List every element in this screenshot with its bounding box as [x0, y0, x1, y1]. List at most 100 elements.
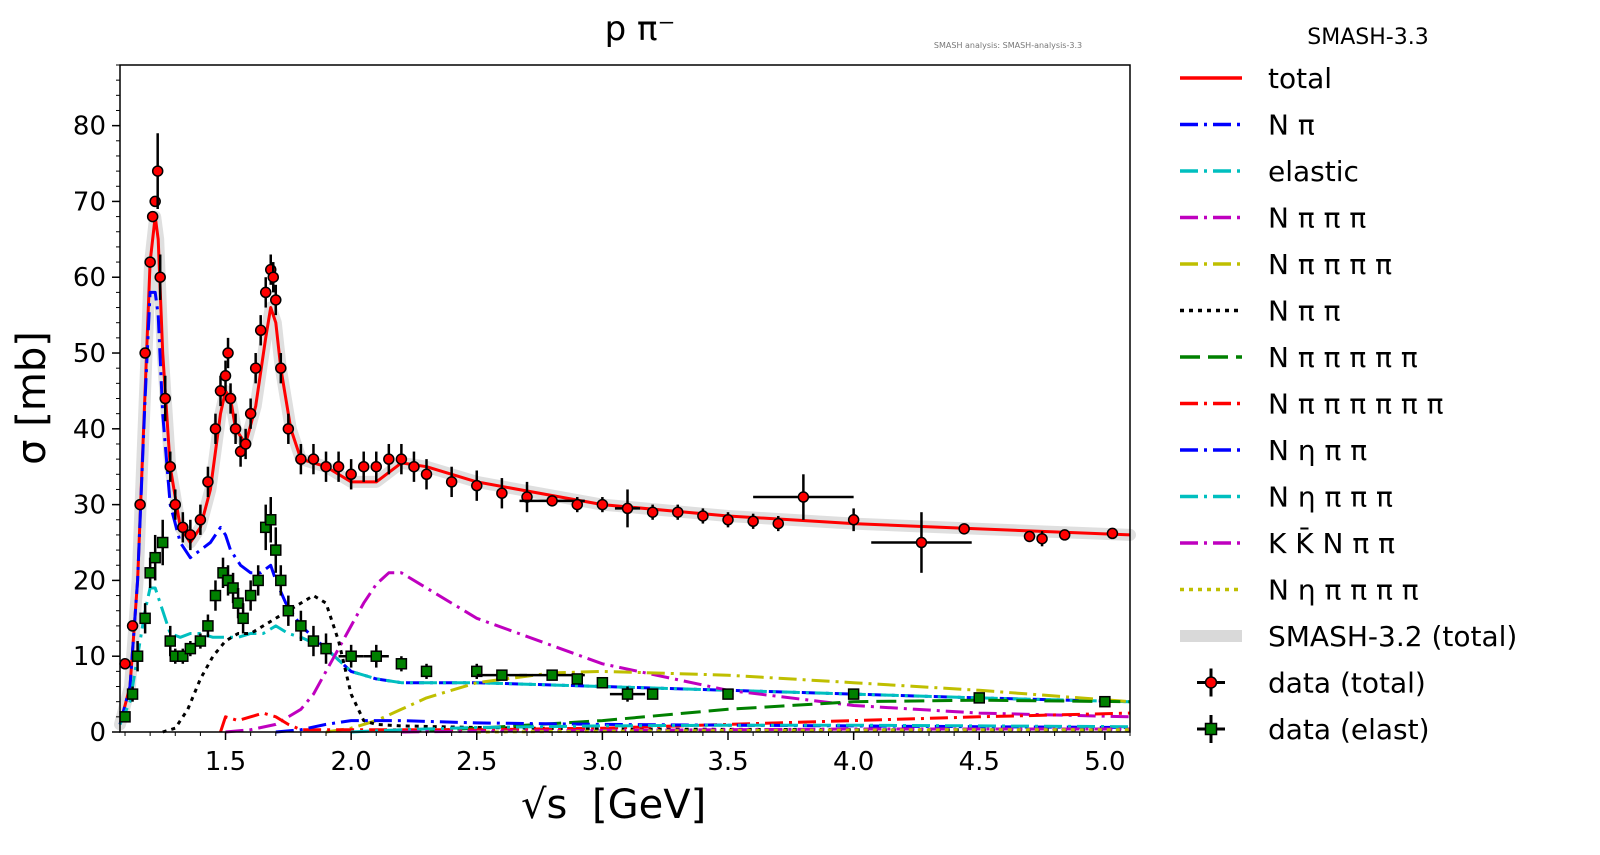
series-line-n — [162, 594, 1130, 734]
data-point-total — [621, 502, 634, 515]
data-point-elastic — [295, 620, 307, 632]
data-point-total — [177, 521, 189, 534]
y-tick-label: 0 — [89, 718, 106, 748]
plot-area — [114, 64, 1136, 734]
legend-entry-n: N π π π π π — [1180, 341, 1418, 374]
data-point-elastic — [370, 650, 383, 662]
sqrt-s-symbol: √s — [521, 782, 567, 828]
data-point-elastic — [156, 536, 169, 549]
data-point-elastic — [307, 635, 320, 647]
data-point-total — [471, 479, 483, 492]
legend-label: N π π π π π π — [1268, 388, 1444, 421]
y-axis-label: σ [mb] — [9, 331, 55, 465]
y-tick-label: 50 — [73, 339, 106, 369]
data-point-total — [395, 453, 408, 465]
data-point-elastic — [496, 669, 508, 681]
data-point-elastic — [282, 604, 295, 617]
data-point-elastic — [126, 688, 139, 700]
x-axis-unit: [GeV] — [592, 782, 706, 828]
data-point-total — [169, 498, 182, 511]
data-point-total — [370, 460, 383, 473]
data-point-total — [275, 362, 287, 374]
data-point-total — [1058, 529, 1071, 541]
legend-entry-smash-3-2-total: SMASH-3.2 (total) — [1180, 620, 1517, 653]
data-point-elastic — [596, 676, 609, 689]
legend-entry-n: N π π π π — [1180, 248, 1392, 281]
data-point-total — [420, 468, 433, 481]
legend-entry-n: N π π π π π π — [1180, 388, 1444, 421]
y-tick-label: 40 — [73, 415, 106, 445]
series-line-n — [275, 719, 1131, 734]
legend-label: N π π — [1268, 295, 1341, 328]
data-point-total — [209, 423, 222, 435]
data-point-total — [546, 495, 558, 507]
data-point-total — [214, 385, 227, 397]
data-point-total — [249, 362, 262, 374]
data-point-total — [202, 476, 214, 488]
legend-label: N η π π π — [1268, 481, 1393, 514]
data-point-total — [295, 453, 307, 465]
data-point-elastic — [420, 665, 433, 678]
series-line-n — [219, 711, 1131, 733]
legend-entry-elastic: elastic — [1180, 155, 1359, 188]
data-point-elastic — [571, 673, 584, 685]
data-point-total — [847, 514, 860, 526]
data-point-total — [159, 392, 171, 405]
legend-entry-k-k-n: K K̄ N π π — [1180, 526, 1395, 560]
data-point-total — [151, 165, 164, 177]
data-point-total — [259, 286, 272, 299]
data-point-elastic — [194, 635, 207, 647]
legend-label: K K̄ N π π — [1268, 526, 1395, 560]
data-point-elastic — [621, 688, 634, 700]
data-point-total — [270, 294, 282, 306]
x-tick-label: 4.0 — [833, 747, 874, 777]
data-point-elastic — [177, 650, 189, 662]
data-point-elastic — [252, 574, 264, 587]
data-point-elastic — [232, 597, 244, 609]
legend-marker — [1204, 722, 1218, 736]
data-point-elastic — [144, 567, 156, 579]
data-point-total — [307, 453, 320, 465]
data-point-total — [267, 271, 280, 283]
data-point-elastic — [149, 551, 161, 564]
data-point-total — [383, 453, 395, 465]
data-point-total — [596, 498, 609, 511]
data-point-total — [958, 523, 970, 535]
legend-entry-n: N η π π π π — [1180, 574, 1419, 607]
legend-entry-n: N π π π — [1180, 202, 1366, 235]
data-point-total — [224, 392, 237, 405]
data-group-data-elast — [119, 497, 1111, 723]
data-point-total — [332, 460, 345, 473]
legend-label: N π π π — [1268, 202, 1366, 235]
y-tick-label: 60 — [73, 263, 106, 293]
data-point-total — [672, 506, 684, 518]
legend-entry-n: N π π — [1180, 295, 1341, 328]
chart-title: p π⁻ — [605, 9, 676, 49]
data-point-total — [144, 256, 156, 268]
legend-entry-data-elast: data (elast) — [1197, 713, 1430, 746]
plot-background — [120, 65, 1130, 732]
data-point-total — [154, 271, 166, 283]
legend-label: elastic — [1268, 155, 1359, 188]
data-point-elastic — [973, 692, 986, 704]
data-point-elastic — [275, 574, 287, 587]
data-point-total — [126, 620, 139, 632]
data-point-elastic — [139, 612, 151, 625]
legend-entry-n: N η π π — [1180, 434, 1367, 467]
legend-label: SMASH-3.2 (total) — [1268, 620, 1517, 653]
data-point-total — [646, 506, 659, 518]
data-point-elastic — [546, 669, 558, 681]
legend-title: SMASH-3.3 — [1307, 25, 1428, 50]
data-point-total — [119, 658, 131, 670]
data-point-elastic — [164, 635, 176, 647]
data-point-total — [134, 498, 146, 511]
data-point-total — [357, 460, 370, 473]
data-point-elastic — [264, 514, 277, 526]
data-point-elastic — [244, 589, 257, 602]
x-axis-label: √s [GeV] — [521, 782, 706, 828]
data-point-total — [239, 438, 252, 450]
data-point-elastic — [345, 650, 357, 662]
legend-label: data (total) — [1268, 667, 1426, 700]
data-point-total — [146, 210, 159, 223]
